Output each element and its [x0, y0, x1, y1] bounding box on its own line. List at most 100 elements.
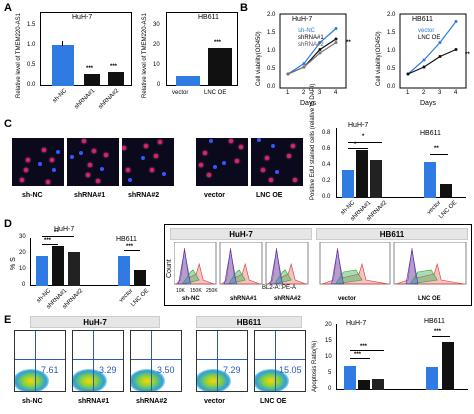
panel-a-left-ytick-0: 0.0	[27, 82, 36, 88]
panel-d-ylabel: % S	[10, 257, 17, 270]
panel-e-label-sh-nc: sh-NC	[22, 398, 43, 405]
panel-b-right-ytick-2: 1.0	[387, 48, 396, 54]
panel-c-image-shrna1	[67, 138, 119, 186]
panel-e-scatter-gate-v	[151, 331, 152, 391]
line-vector	[407, 21, 457, 75]
panel-d-flow-tick-1: 150K	[190, 288, 202, 294]
panel-d-bar-vector	[118, 256, 130, 286]
panel-b-left-xlabel: Days	[300, 100, 316, 107]
histogram-s-phase	[334, 269, 363, 285]
panel-b-right-xtick-1: 2	[422, 90, 426, 96]
cell-dot	[271, 144, 275, 148]
histogram-g0-peak	[270, 249, 283, 285]
panel-a-left-ylabel: Relative level of TMEM220-AS1	[16, 13, 22, 98]
panel-e-bar-sh-nc	[344, 366, 356, 390]
panel-e-scatter-cloud	[73, 369, 107, 391]
line-shrna-2	[287, 41, 337, 75]
panel-d-flow-ylabel: Count	[166, 259, 173, 278]
cell-dot	[92, 149, 96, 153]
cell-dot	[24, 168, 28, 172]
panel-c-ytick-1: 0.2	[322, 178, 331, 184]
cell-dot	[287, 154, 291, 158]
panel-label-a: A	[4, 2, 12, 14]
panel-e-scatter-gate-h	[131, 359, 181, 360]
panel-e-ytick-4: 20	[325, 322, 332, 328]
cell-dot	[144, 144, 148, 148]
panel-c-bar-shrna2	[370, 160, 382, 198]
panel-b-right-sig: **	[465, 52, 470, 58]
panel-b-right-ytick-4: 2.0	[387, 12, 396, 18]
panel-b-right-series	[406, 20, 458, 76]
panel-b-legend-lnc-oe: LNC OE	[418, 35, 441, 41]
panel-e-scatter-gate-v	[93, 331, 94, 391]
panel-e-scatter-value: 3.50	[157, 365, 175, 375]
panel-c-ylabel: Positive EdU stained cells (relative to …	[310, 83, 316, 200]
panel-e-header-right: HB611	[196, 316, 302, 328]
panel-c-sig-line-right	[430, 154, 448, 155]
panel-b-right-ylabel: Cell viability(OD450)	[376, 31, 382, 86]
panel-e-scatter-gate-h	[197, 359, 247, 360]
cell-dot	[150, 168, 154, 172]
panel-e-scatter-gate-v	[217, 331, 218, 391]
panel-d-bar-sh-nc	[36, 256, 48, 286]
panel-a-left-ytick-2: 1.0	[27, 42, 36, 48]
panel-d-bar-shrna2	[68, 252, 80, 286]
panel-a-bar-lnc-oe	[208, 48, 232, 86]
panel-e-label-vector: vector	[204, 398, 226, 405]
panel-b-right-xtick-2: 3	[438, 90, 442, 96]
panel-e-scatter-cloud	[197, 369, 231, 391]
panel-d-ytick-0: 0	[22, 282, 26, 288]
panel-c-label-lnc-oe: LNC OE	[256, 192, 283, 199]
panel-e-scatter-shrna2: 3.50	[130, 330, 182, 392]
panel-c-label-shrna2: shRNA#2	[128, 192, 160, 199]
point-vector-1	[422, 58, 426, 62]
histogram-s-phase	[273, 269, 292, 285]
panel-c-sig-left2: *	[354, 142, 357, 148]
cell-dot	[207, 173, 211, 177]
panel-e-sig-line-right	[432, 336, 450, 337]
panel-c-bar-lnc-oe	[440, 184, 452, 198]
point-shrna-1-3	[334, 37, 338, 41]
panel-e-bar-shrna2	[372, 379, 384, 390]
panel-d-flow-header-left: HuH-7	[170, 228, 312, 240]
panel-e-scatter-gate-v	[35, 331, 36, 391]
panel-e-scatter-vector: 7.29	[196, 330, 248, 392]
panel-e-header-left: HuH-7	[30, 316, 160, 328]
panel-c-label-shrna1: shRNA#1	[74, 192, 106, 199]
panel-c-sig-line-left2	[348, 148, 368, 149]
panel-d-flow-tick-2: 250K	[206, 288, 218, 294]
cell-dot	[52, 168, 56, 172]
panel-d-sig-line-right	[124, 250, 140, 251]
panel-e-scatter-cloud	[131, 369, 165, 391]
panel-d-flow-label-sh-nc: sh-NC	[182, 296, 200, 302]
cell-dot	[209, 139, 213, 143]
cell-dot	[46, 180, 50, 184]
point-shrna-2-0	[286, 72, 290, 76]
panel-label-e: E	[4, 314, 12, 326]
panel-e-ytick-1: 5	[328, 370, 332, 376]
cell-dot	[126, 168, 130, 172]
point-sh-nc-1	[302, 62, 306, 65]
panel-b-left-ytick-0: 0.0	[267, 84, 276, 90]
histogram-frame	[393, 242, 467, 285]
panel-a-xlabel-vector: vector	[172, 90, 189, 96]
panel-b-legend-shrna2: shRNA#2	[298, 42, 324, 48]
cell-dot	[122, 146, 126, 150]
panel-b-left-ytick-1: 0.5	[267, 66, 276, 72]
panel-e-scatter-gate-h	[15, 359, 65, 360]
panel-d-flow-label-lnc-oe: LNC OE	[418, 296, 441, 302]
panel-c-right-title: HB611	[420, 130, 441, 137]
panel-b-left-ytick-3: 1.5	[267, 30, 276, 36]
histogram-frame	[319, 242, 391, 285]
panel-e-label-shrna1: shRNA#1	[78, 398, 110, 405]
panel-d-sig-left: **	[54, 230, 59, 236]
panel-b-left-xtick-3: 4	[334, 90, 338, 96]
panel-d-flow-header-right: HB611	[316, 228, 468, 240]
panel-e-ytick-3: 15	[325, 338, 332, 344]
panel-a-bar-shrna1	[84, 74, 100, 86]
panel-c-ytick-2: 0.4	[322, 162, 331, 168]
panel-b-right-xtick-3: 4	[454, 90, 458, 96]
panel-e-ylabel: Apoptosis Ratio(%)	[312, 340, 318, 392]
panel-b-left-xtick-2: 3	[318, 90, 322, 96]
panel-c-image-lnc-oe	[251, 138, 303, 186]
